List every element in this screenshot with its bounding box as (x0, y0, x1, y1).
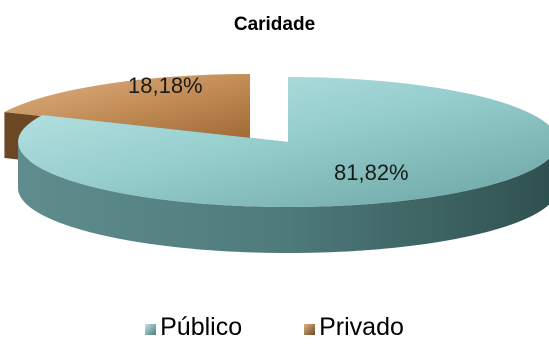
pie-slice-publico (18, 77, 549, 253)
legend-swatch-publico (145, 324, 157, 335)
data-label-publico: 81,82% (334, 160, 409, 185)
legend-label-privado: Privado (319, 313, 404, 341)
legend-swatch-privado (304, 324, 316, 335)
legend-label-publico: Público (160, 313, 243, 341)
chart-title: Caridade (233, 14, 316, 35)
legend: Público Privado (0, 313, 549, 342)
data-label-privado: 18,18% (128, 73, 203, 98)
pie-slice-publico-side (18, 142, 549, 253)
legend-item-publico: Público (145, 313, 242, 342)
pie-slice-publico-top (18, 77, 549, 207)
pie-slice-privado-top (4, 74, 250, 139)
legend-item-privado: Privado (304, 313, 404, 342)
